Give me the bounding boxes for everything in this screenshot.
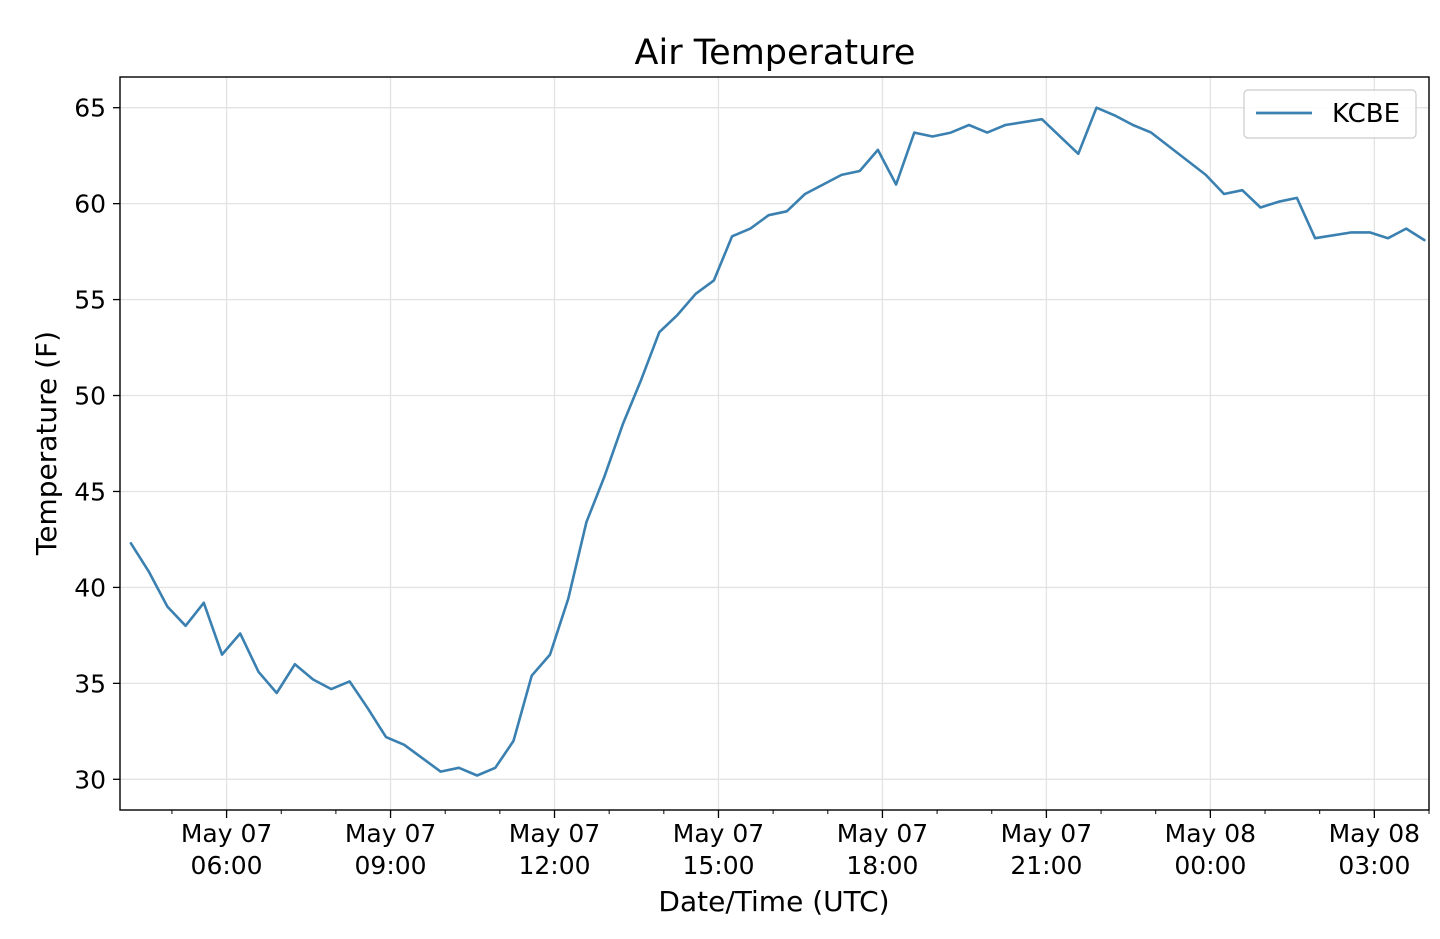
series-line-kcbe bbox=[129, 106, 1426, 777]
x-tick-label-date: May 07 bbox=[837, 819, 928, 848]
x-tick-label-time: 09:00 bbox=[355, 851, 427, 880]
x-tick-label-time: 18:00 bbox=[846, 851, 918, 880]
x-tick-label-time: 12:00 bbox=[518, 851, 590, 880]
x-tick-label-time: 21:00 bbox=[1010, 851, 1082, 880]
x-tick-label-date: May 07 bbox=[1001, 819, 1092, 848]
grid-lines bbox=[120, 77, 1429, 810]
legend: KCBE bbox=[1243, 89, 1417, 139]
y-axis: 30 35 40 45 50 55 60 65 bbox=[74, 94, 120, 794]
x-tick-label-time: 00:00 bbox=[1174, 851, 1246, 880]
y-tick-label: 55 bbox=[74, 286, 106, 315]
x-tick-label-date: May 07 bbox=[181, 819, 272, 848]
x-tick-label-time: 03:00 bbox=[1338, 851, 1410, 880]
x-tick-label-date: May 08 bbox=[1329, 819, 1420, 848]
y-tick-label: 30 bbox=[74, 765, 106, 794]
y-tick-label: 45 bbox=[74, 477, 106, 506]
x-tick-label-date: May 07 bbox=[509, 819, 600, 848]
legend-box bbox=[1243, 89, 1417, 139]
y-tick-label: 60 bbox=[74, 190, 106, 219]
x-tick-label-time: 06:00 bbox=[191, 851, 263, 880]
y-tick-label: 50 bbox=[74, 382, 106, 411]
x-tick-label-date: May 07 bbox=[345, 819, 436, 848]
series-layer bbox=[129, 106, 1426, 777]
x-tick-label-date: May 07 bbox=[673, 819, 764, 848]
x-tick-label-time: 15:00 bbox=[682, 851, 754, 880]
y-tick-label: 35 bbox=[74, 669, 106, 698]
x-axis-label: Date/Time (UTC) bbox=[658, 885, 889, 918]
x-tick-label-date: May 08 bbox=[1165, 819, 1256, 848]
x-axis: May 07 06:00 May 07 09:00 May 07 12:00 May 07 1… bbox=[171, 810, 1430, 880]
y-axis-label: Temperature (F) bbox=[30, 331, 63, 556]
chart-title: Air Temperature bbox=[635, 33, 916, 73]
y-tick-label: 40 bbox=[74, 573, 106, 602]
y-tick-label: 65 bbox=[74, 94, 106, 123]
legend-label: KCBE bbox=[1332, 99, 1400, 129]
plot-frame bbox=[119, 76, 1430, 811]
